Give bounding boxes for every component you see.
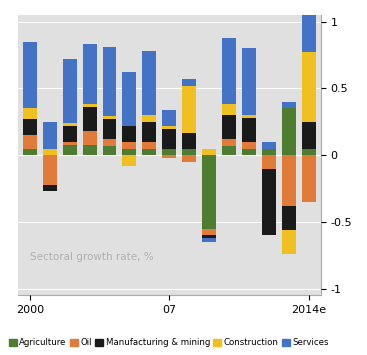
Bar [142,148,156,155]
Bar [83,131,97,144]
Bar [282,155,296,206]
Bar [182,148,196,155]
Bar [282,230,296,254]
Bar [282,102,296,109]
Bar [242,142,256,148]
Bar [202,148,216,155]
Bar [202,238,216,242]
Bar [262,148,276,155]
Bar [182,155,196,162]
Bar [83,144,97,155]
Bar [63,59,77,123]
Bar [222,146,236,155]
Bar [302,2,316,53]
Bar [23,135,37,148]
Bar [162,129,176,148]
Bar [63,144,77,155]
Bar [63,142,77,144]
Bar [302,122,316,148]
Bar [43,155,57,185]
Bar [63,126,77,142]
Bar [23,42,37,109]
Bar [23,119,37,135]
Bar [83,104,97,107]
Bar [102,116,116,119]
Bar [123,142,137,148]
Bar [242,48,256,115]
Bar [162,148,176,155]
Bar [202,229,216,235]
Bar [222,115,236,139]
Bar [262,169,276,235]
Bar [102,119,116,139]
Bar [23,109,37,119]
Text: Sectoral growth rate, %: Sectoral growth rate, % [30,252,153,262]
Bar [222,38,236,104]
Bar [242,115,256,118]
Bar [182,79,196,86]
Bar [43,148,57,155]
Bar [142,142,156,148]
Bar [302,53,316,122]
Bar [23,148,37,155]
Bar [302,155,316,202]
Legend: Agriculture, Oil, Manufacturing & mining, Construction, Services: Agriculture, Oil, Manufacturing & mining… [6,335,332,351]
Bar [123,148,137,155]
Bar [302,148,316,155]
Bar [262,155,276,169]
Bar [102,47,116,116]
Bar [162,126,176,129]
Bar [43,122,57,148]
Bar [63,123,77,126]
Bar [123,126,137,142]
Bar [282,109,296,155]
Bar [222,104,236,115]
Bar [43,185,57,191]
Bar [142,51,156,115]
Bar [202,235,216,238]
Bar [242,148,256,155]
Bar [162,155,176,158]
Bar [282,206,296,230]
Bar [222,139,236,146]
Bar [142,122,156,142]
Bar [123,72,137,126]
Bar [123,155,137,166]
Bar [83,44,97,104]
Bar [242,118,256,142]
Bar [83,107,97,131]
Bar [202,155,216,229]
Bar [142,115,156,122]
Bar [182,132,196,148]
Bar [102,146,116,155]
Bar [162,110,176,126]
Bar [262,142,276,148]
Bar [182,86,196,132]
Bar [102,139,116,146]
